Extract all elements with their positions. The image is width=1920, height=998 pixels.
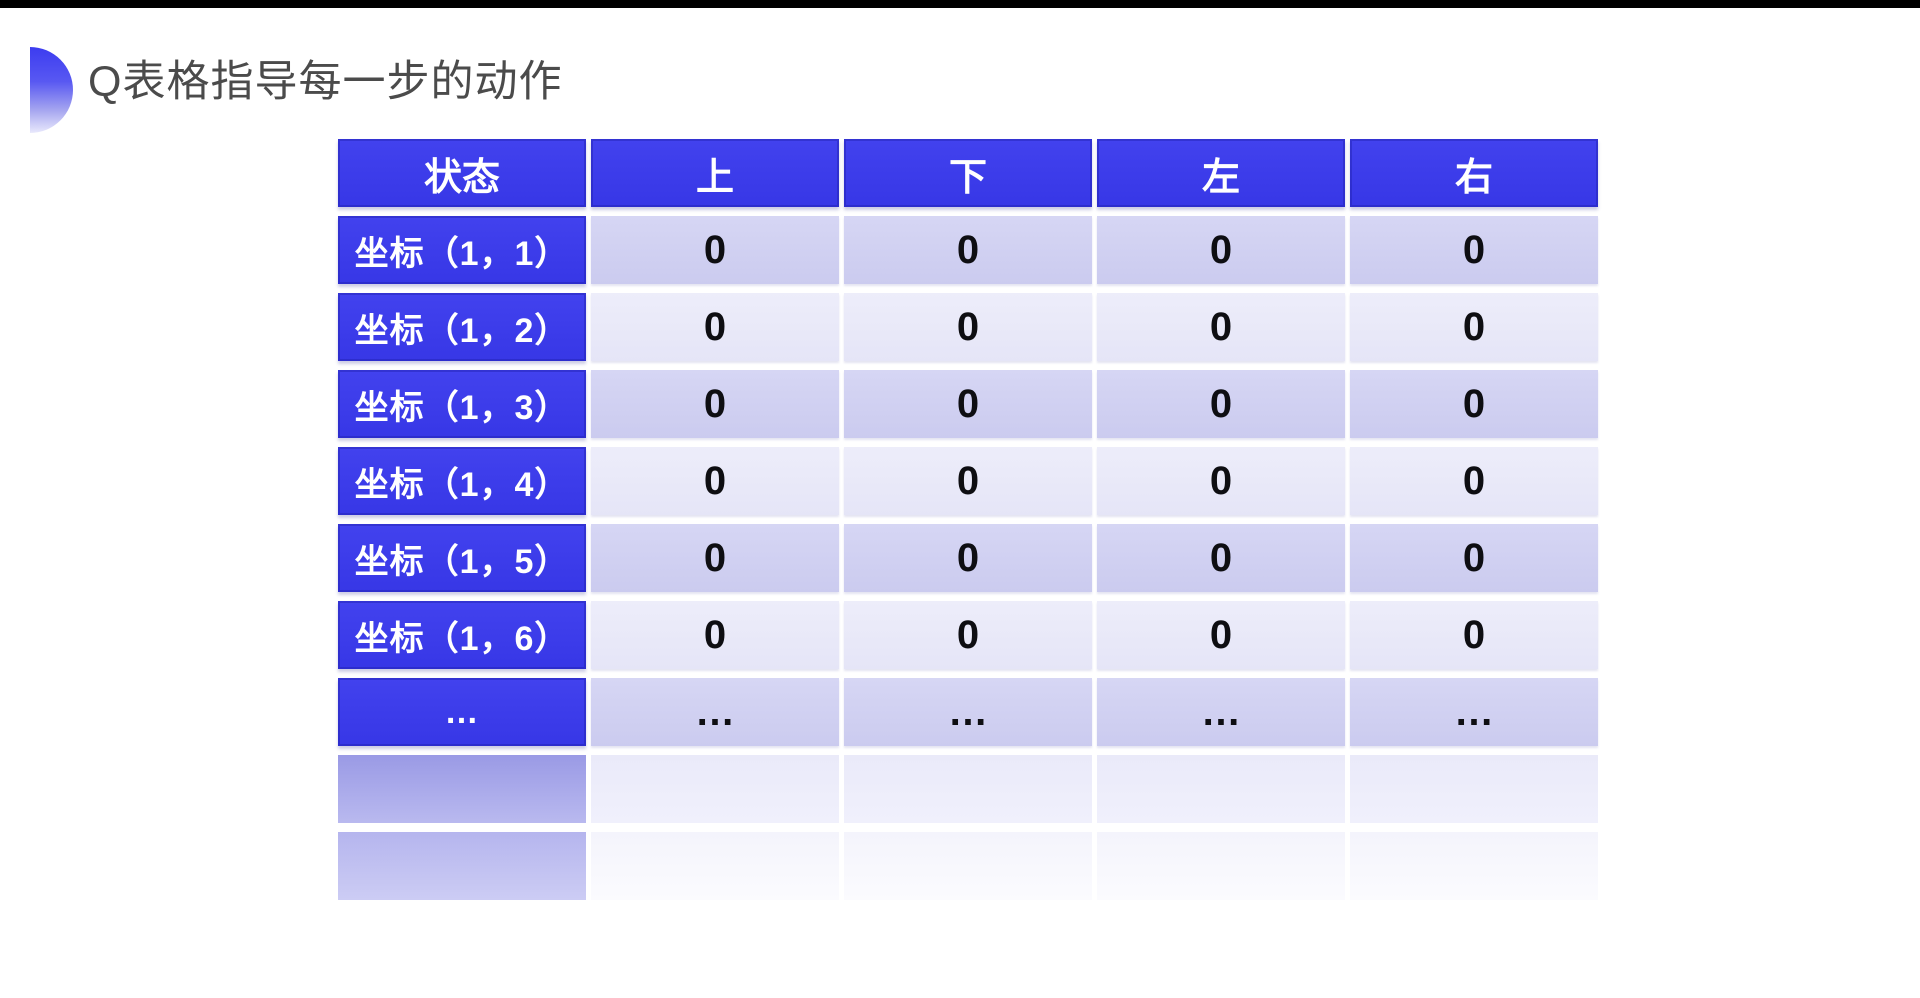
q-value-cell: 0 xyxy=(591,447,839,515)
title-decoration-half-circle xyxy=(30,47,73,133)
top-letterbox-bar xyxy=(0,0,1920,8)
slide-title: Q表格指导每一步的动作 xyxy=(88,58,563,106)
header-cell-state: 状态 xyxy=(338,139,586,207)
q-value-cell: 0 xyxy=(591,524,839,592)
faded-row-label-cell xyxy=(338,755,586,823)
q-value-cell: … xyxy=(844,678,1092,746)
q-value-cell: 0 xyxy=(1097,216,1345,284)
q-value-cell: 0 xyxy=(1097,370,1345,438)
q-value-cell: 0 xyxy=(844,447,1092,515)
header-cell-left: 左 xyxy=(1097,139,1345,207)
q-value-cell: 0 xyxy=(591,216,839,284)
faded-row-value-cell xyxy=(591,755,839,823)
faded-row-value-cell xyxy=(844,832,1092,900)
faded-row-value-cell xyxy=(1097,832,1345,900)
row-label-cell: 坐标（1，4） xyxy=(338,447,586,515)
row-label-cell: 坐标（1，6） xyxy=(338,601,586,669)
q-value-cell: 0 xyxy=(1097,293,1345,361)
q-value-cell: 0 xyxy=(844,216,1092,284)
header-cell-up: 上 xyxy=(591,139,839,207)
q-value-cell: 0 xyxy=(1350,524,1598,592)
q-value-cell: 0 xyxy=(844,293,1092,361)
q-value-cell: 0 xyxy=(1097,524,1345,592)
faded-row-value-cell xyxy=(844,755,1092,823)
q-value-cell: 0 xyxy=(591,293,839,361)
faded-row-value-cell xyxy=(1350,755,1598,823)
q-value-cell: 0 xyxy=(1350,293,1598,361)
q-value-cell: 0 xyxy=(591,601,839,669)
row-label-cell: … xyxy=(338,678,586,746)
q-value-cell: 0 xyxy=(844,601,1092,669)
q-value-cell: … xyxy=(591,678,839,746)
q-value-cell: 0 xyxy=(1350,601,1598,669)
q-value-cell: 0 xyxy=(1350,447,1598,515)
faded-row-label-cell xyxy=(338,832,586,900)
faded-row-value-cell xyxy=(1097,755,1345,823)
q-value-cell: 0 xyxy=(844,370,1092,438)
row-label-cell: 坐标（1，3） xyxy=(338,370,586,438)
header-cell-right: 右 xyxy=(1350,139,1598,207)
row-label-cell: 坐标（1，1） xyxy=(338,216,586,284)
row-label-cell: 坐标（1，5） xyxy=(338,524,586,592)
faded-row-value-cell xyxy=(591,832,839,900)
q-value-cell: … xyxy=(1350,678,1598,746)
q-value-cell: 0 xyxy=(1350,370,1598,438)
faded-row-value-cell xyxy=(1350,832,1598,900)
q-value-cell: 0 xyxy=(1097,447,1345,515)
row-label-cell: 坐标（1，2） xyxy=(338,293,586,361)
q-value-cell: 0 xyxy=(591,370,839,438)
header-cell-down: 下 xyxy=(844,139,1092,207)
q-table: 状态上下左右坐标（1，1） 0 0 0 0 坐标（1，2） 0 0 0 0 坐标（1，3） 0 0 0 0 坐… xyxy=(338,139,1598,900)
q-value-cell: 0 xyxy=(1350,216,1598,284)
q-value-cell: 0 xyxy=(1097,601,1345,669)
q-value-cell: … xyxy=(1097,678,1345,746)
q-value-cell: 0 xyxy=(844,524,1092,592)
